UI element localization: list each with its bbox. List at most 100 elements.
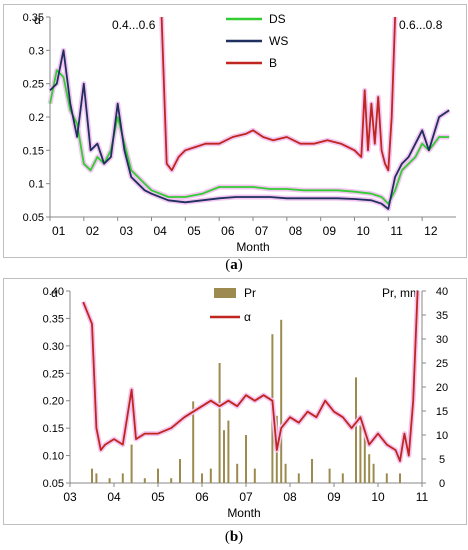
y-tick-label-right-b: 40: [436, 286, 448, 298]
y-tick-label-left-b: 0.40: [43, 286, 64, 298]
pr-bar: [341, 473, 344, 483]
x-tick-label-b: 03: [63, 490, 77, 504]
pr-bar: [170, 478, 173, 483]
pr-bar: [179, 459, 181, 483]
x-tick-label-b: 08: [283, 490, 297, 504]
pr-bar: [284, 463, 287, 483]
legend-label-b: B: [269, 56, 277, 70]
pr-bar: [192, 401, 195, 483]
chart-b: 0.05 0.10 0.15 0.20 0.25 0.30 0.35 0.40 0 5 10 15 20…: [43, 286, 449, 520]
y-tick-label-right-b: 20: [436, 382, 448, 394]
pr-bar: [253, 468, 256, 483]
caption-b: (b): [224, 529, 244, 545]
pr-bar: [201, 473, 203, 483]
y-tick-label-right-b: 5: [439, 454, 445, 466]
annotation-a-2: 0.6...0.8: [399, 18, 443, 32]
pr-bar: [227, 420, 230, 483]
pr-bar: [385, 473, 388, 483]
x-tick-label-b: 06: [195, 490, 209, 504]
chart-b-panel: 0.05 0.10 0.15 0.20 0.25 0.30 0.35 0.40 0 5 10 15 20…: [3, 278, 467, 525]
x-tick-label-a: 04: [154, 224, 168, 238]
series-line-ws: [49, 49, 450, 210]
x-tick-label-a: 03: [120, 224, 134, 238]
y-tick-label-left-b: 0.20: [43, 396, 64, 408]
legend-swatch-pr: [214, 288, 236, 298]
legend-label-alpha: α: [244, 310, 251, 324]
x-tick-label-a: 07: [255, 224, 269, 238]
series-line-ds: [49, 69, 450, 205]
x-tick-label-a: 01: [52, 224, 66, 238]
x-tick-label-a: 06: [221, 224, 235, 238]
pr-bar: [372, 463, 375, 483]
pr-bar: [223, 430, 225, 483]
x-tick-label-a: 12: [424, 224, 438, 238]
y-tick-label-left-b: 0.05: [43, 478, 64, 490]
pr-bar: [236, 463, 239, 483]
y-axis-label-left-b: α: [51, 286, 58, 300]
pr-bar: [297, 473, 300, 483]
caption-b-letter: b: [229, 529, 239, 545]
y-tick-label-a: 0.15: [23, 145, 44, 157]
annotation-a-1: 0.4...0.6: [112, 18, 156, 32]
pr-bar: [108, 478, 111, 483]
y-tick-label-right-b: 35: [436, 310, 448, 322]
y-tick-label-right-b: 25: [436, 358, 448, 370]
pr-bar: [245, 435, 247, 483]
legend-label-ds: DS: [269, 12, 286, 26]
x-tick-label-b: 11: [416, 490, 429, 504]
x-tick-label-a: 11: [390, 224, 403, 238]
chart-a: 0.05 0.1 0.15 0.2 0.25 0.3 0.35 01 02 03 04 05 06 07 0…: [23, 12, 456, 254]
y-tick-label-right-b: 0: [439, 478, 445, 490]
pr-bar: [218, 363, 221, 483]
pr-bar: [359, 425, 362, 483]
x-tick-label-a: 05: [187, 224, 201, 238]
y-tick-label-a: 0.25: [23, 79, 44, 91]
y-tick-label-right-b: 30: [436, 334, 448, 346]
y-tick-label-left-b: 0.35: [43, 313, 64, 325]
y-tick-label-a: 0.2: [29, 112, 44, 124]
y-tick-label-a: 0.1: [29, 179, 44, 191]
legend-label-ws: WS: [269, 34, 288, 48]
alpha-line: [82, 290, 419, 462]
y-tick-label-right-b: 15: [436, 406, 448, 418]
x-tick-label-a: 10: [357, 224, 371, 238]
pr-bar: [130, 444, 133, 483]
y-tick-label-left-b: 0.30: [43, 341, 64, 353]
x-tick-label-b: 04: [107, 490, 121, 504]
y-tick-label-a: 0.05: [23, 212, 44, 224]
x-tick-label-a: 08: [289, 224, 303, 238]
pr-bar: [368, 454, 371, 483]
y-tick-label-a: 0.3: [29, 45, 44, 57]
caption-a-letter: a: [230, 257, 238, 273]
pr-bar: [91, 468, 93, 483]
legend-label-pr: Pr: [244, 286, 256, 300]
pr-bar: [328, 468, 331, 483]
y-axis-label-a: α: [34, 13, 41, 27]
x-tick-label-b: 07: [239, 490, 253, 504]
x-tick-label-b: 09: [327, 490, 341, 504]
y-tick-label-left-b: 0.10: [43, 451, 64, 463]
x-axis-label-b: Month: [227, 506, 260, 520]
pr-bar: [363, 435, 366, 483]
pr-bar: [280, 319, 283, 483]
x-tick-label-a: 09: [323, 224, 337, 238]
y-tick-label-left-b: 0.25: [43, 368, 64, 380]
y-axis-label-right-b: Pr, mm: [382, 286, 420, 300]
y-tick-label-a: 0.35: [23, 12, 44, 24]
x-axis-label-a: Month: [236, 240, 269, 254]
pr-bar: [95, 473, 98, 483]
pr-bar: [399, 473, 401, 483]
pr-bar: [311, 459, 313, 483]
pr-bar: [355, 377, 357, 483]
pr-bar: [209, 468, 212, 483]
y-tick-label-right-b: 10: [436, 430, 448, 442]
series-line-b: [160, 16, 396, 172]
chart-a-panel: 0.05 0.1 0.15 0.2 0.25 0.3 0.35 01 02 03 04 05 06 07 0…: [3, 4, 467, 258]
pr-bar: [143, 478, 146, 483]
x-tick-label-a: 02: [86, 224, 100, 238]
x-tick-label-b: 10: [371, 490, 385, 504]
pr-bar: [157, 468, 159, 483]
caption-a: (a): [225, 257, 243, 273]
y-tick-label-left-b: 0.15: [43, 423, 64, 435]
pr-bar: [121, 473, 124, 483]
